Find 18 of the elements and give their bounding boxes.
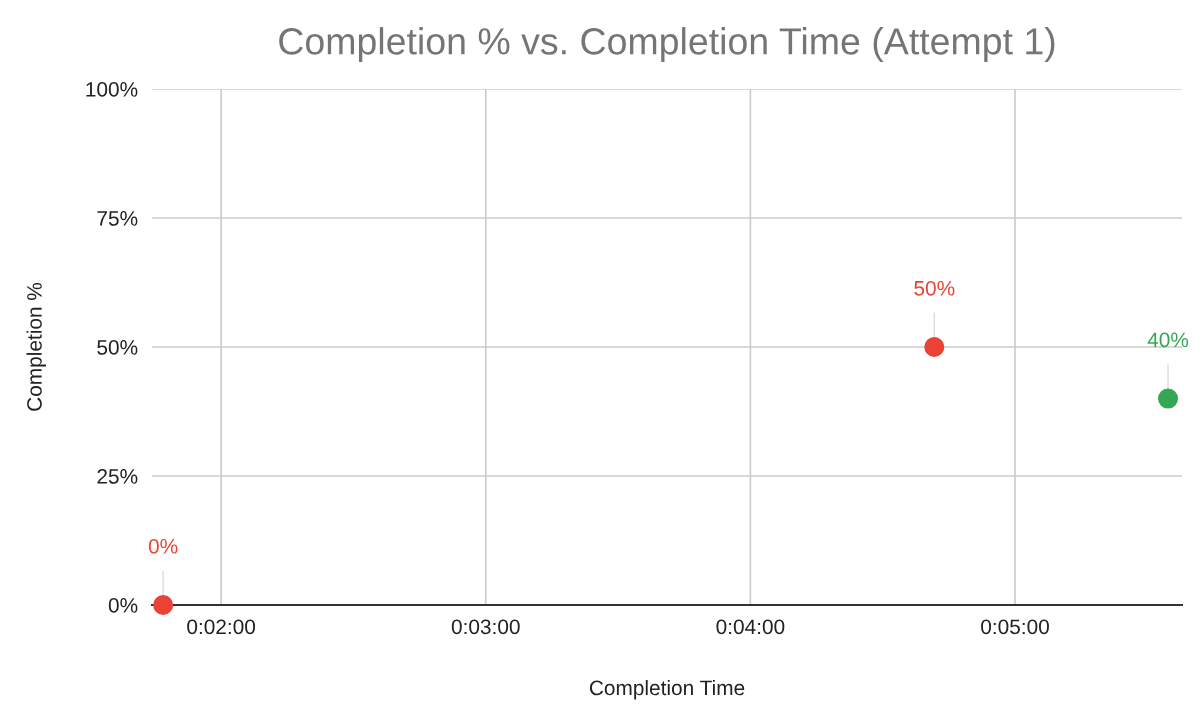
- chart-title: Completion % vs. Completion Time (Attempt 1): [279, 27, 1055, 63]
- point: [924, 336, 945, 358]
- data-label: 40%: [1147, 332, 1189, 348]
- y-tick-label: 25%: [97, 469, 138, 484]
- x-tick-label: 0:04:00: [716, 619, 785, 635]
- point: [1158, 388, 1179, 409]
- y-tick-label: 50%: [97, 340, 138, 355]
- x-tick-label: 0:03:00: [451, 619, 520, 635]
- x-axis-title: Completion Time: [589, 679, 745, 700]
- y-tick-label: 100%: [86, 82, 138, 97]
- data-label: 50%: [914, 280, 955, 296]
- x-tick-label: 0:02:00: [187, 619, 256, 635]
- y-tick-label: 0%: [108, 598, 138, 613]
- point: [153, 594, 174, 616]
- y-tick-label: 75%: [97, 211, 138, 226]
- y-axis-title: Completion %: [26, 282, 46, 411]
- data-label: 0%: [148, 538, 178, 554]
- x-tick-label: 0:05:00: [981, 619, 1049, 635]
